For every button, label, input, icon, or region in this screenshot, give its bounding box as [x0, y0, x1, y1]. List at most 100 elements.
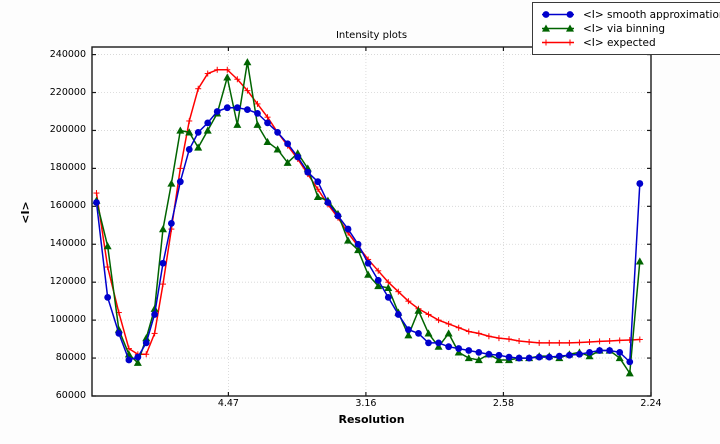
legend-point [542, 24, 550, 32]
series-point-circle [167, 219, 175, 227]
series-point-circle [636, 180, 644, 187]
legend-label: <I> smooth approximation [583, 8, 720, 21]
series-point-circle [505, 353, 513, 361]
chart-title: Intensity plots [335, 30, 408, 41]
legend-point [566, 24, 574, 32]
series-point-circle [223, 104, 231, 112]
series-point-triangle [223, 73, 232, 81]
series-point-triangle [354, 245, 363, 254]
series-point-circle [606, 347, 614, 354]
series-point-circle [545, 353, 553, 361]
legend-marker-icon [542, 24, 574, 32]
legend-item: <I> via binning [539, 22, 720, 35]
series-point-circle [104, 293, 112, 301]
series-point-circle [334, 212, 342, 220]
legend-point [566, 11, 574, 18]
series-point-circle [485, 350, 493, 358]
series-point-circle [213, 108, 221, 115]
series-point-circle [294, 153, 302, 161]
y-tick-label: 120000 [49, 276, 86, 288]
series-point-triangle [283, 158, 292, 166]
series-point-circle [314, 178, 322, 186]
series-point-circle [565, 351, 573, 359]
series-point-circle [194, 128, 202, 136]
y-tick-label: 200000 [49, 124, 86, 136]
axes-frame [91, 46, 652, 397]
series-point-triangle [194, 143, 203, 151]
series-point-circle [254, 109, 261, 117]
series-point-triangle [364, 270, 373, 278]
series-point-circle [495, 351, 503, 359]
series-point-circle [404, 326, 412, 334]
series-point-circle [535, 353, 543, 361]
series-point-circle [264, 119, 271, 127]
y-tick-label: 140000 [49, 238, 86, 250]
series-point-circle [344, 225, 352, 233]
legend-marker-icon [542, 39, 574, 46]
series-point-triangle [625, 369, 634, 377]
series-point-circle [176, 178, 184, 186]
series-point-circle [525, 354, 533, 362]
series-point-circle [586, 348, 593, 356]
series-point-circle [445, 343, 453, 351]
series-point-triangle [464, 354, 473, 362]
series-point-triangle [233, 120, 242, 128]
chart-legend: <I> smooth approximation <I> via binning <… [532, 2, 720, 55]
series-point-circle [284, 140, 292, 148]
series-point-circle [626, 358, 634, 366]
series-point-circle [465, 347, 473, 354]
series-point-circle [93, 199, 100, 206]
series-point-circle [364, 259, 372, 267]
y-tick-label: 100000 [49, 314, 86, 326]
series-point-circle [435, 339, 442, 347]
series-point-triangle [635, 257, 644, 265]
series-point-circle [555, 352, 563, 360]
series-point-circle [244, 106, 251, 113]
series-point-circle [515, 354, 523, 362]
series-point-triangle [313, 192, 322, 200]
series-point-circle [159, 259, 167, 267]
x-tick-label: 2.24 [640, 398, 662, 409]
series-point-triangle [142, 334, 151, 342]
series-point-triangle [344, 236, 353, 244]
series-point-triangle [414, 306, 423, 314]
plot-background [92, 47, 651, 396]
series-point-triangle [176, 126, 185, 134]
series-point-triangle [253, 120, 262, 128]
series-point-triangle [133, 358, 142, 366]
series-point-triangle [374, 281, 383, 290]
series-point-circle [151, 311, 159, 318]
legend-item: <I> smooth approximation [539, 8, 720, 21]
legend-point [542, 11, 550, 18]
y-tick-label: 220000 [49, 86, 86, 98]
series-point-triangle [404, 331, 413, 339]
series-point-circle [616, 348, 624, 356]
x-tick-label: 3.16 [355, 398, 377, 409]
series-group [92, 58, 644, 377]
series-point-circle [142, 339, 150, 347]
series-point-circle [233, 104, 241, 112]
series-point-circle [455, 345, 463, 352]
series-point-triangle [185, 128, 194, 136]
series-point-triangle [273, 145, 282, 153]
series-point-circle [134, 353, 142, 361]
series-point-triangle [203, 126, 212, 134]
x-axis-label: Resolution [338, 413, 405, 426]
series-point-circle [115, 330, 123, 337]
series-point-circle [354, 240, 362, 248]
legend-label: <I> expected [583, 36, 656, 49]
y-tick-label: 160000 [49, 200, 86, 212]
series-point-circle [204, 119, 212, 127]
series-point-circle [576, 350, 583, 358]
series-point-triangle [424, 329, 433, 337]
series-point-triangle [243, 58, 252, 66]
series-point-circle [425, 339, 432, 347]
series-point-triangle [150, 304, 159, 312]
legend-marker-icon [542, 11, 574, 18]
x-tick-label: 2.58 [492, 398, 514, 409]
y-tick-label: 180000 [49, 162, 86, 174]
series-point-circle [374, 276, 382, 284]
series-point-circle [274, 128, 281, 136]
